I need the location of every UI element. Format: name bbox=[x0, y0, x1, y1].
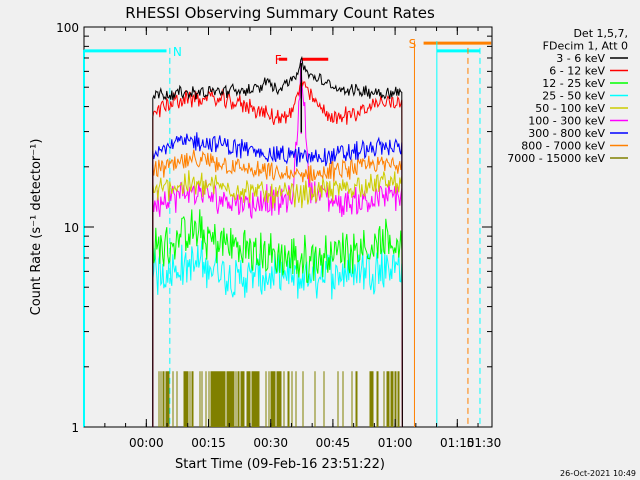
legend-label-5: 100 - 300 keV bbox=[528, 115, 605, 128]
plot-area bbox=[83, 26, 493, 428]
legend-label-6: 300 - 800 keV bbox=[528, 127, 605, 140]
interval-bars bbox=[84, 41, 492, 61]
series-line-1 bbox=[152, 79, 403, 428]
x-tick-label-4: 01:00 bbox=[378, 436, 413, 450]
legend-header-1: FDecim 1, Att 0 bbox=[543, 40, 628, 53]
series-line-5 bbox=[152, 60, 403, 428]
series-line-6 bbox=[152, 132, 403, 428]
annotation-S: S bbox=[409, 37, 417, 51]
legend-header-0: Det 1,5,7, bbox=[573, 27, 628, 40]
series-line-7 bbox=[152, 149, 403, 428]
legend-label-8: 7000 - 15000 keV bbox=[507, 152, 605, 165]
x-tick-label-1: 00:15 bbox=[191, 436, 226, 450]
x-tick-label-3: 00:45 bbox=[316, 436, 351, 450]
series-line-8 bbox=[158, 371, 400, 427]
series-group bbox=[152, 55, 403, 428]
annotation-group: N F S bbox=[173, 37, 416, 67]
legend-label-4: 50 - 100 keV bbox=[535, 102, 605, 115]
x-axis-label: Start Time (09-Feb-16 23:51:22) bbox=[175, 457, 385, 472]
legend-label-2: 12 - 25 keV bbox=[542, 77, 605, 90]
y-axis-label: Count Rate (s⁻¹ detector⁻¹) bbox=[29, 139, 44, 316]
chart-title: RHESSI Observing Summary Count Rates bbox=[125, 4, 435, 22]
x-tick-label-6: 01:30 bbox=[467, 436, 502, 450]
annotation-N: N bbox=[173, 45, 182, 59]
marker-lines bbox=[83, 41, 481, 427]
y-tick-label-1: 10 bbox=[64, 221, 79, 235]
legend-label-3: 25 - 50 keV bbox=[542, 90, 605, 103]
x-tick-label-2: 00:30 bbox=[253, 436, 288, 450]
annotation-F: F bbox=[275, 53, 282, 67]
legend-label-1: 6 - 12 keV bbox=[549, 65, 605, 78]
legend-label-0: 3 - 6 keV bbox=[556, 52, 605, 65]
x-tick-label-0: 00:00 bbox=[129, 436, 164, 450]
series-line-2 bbox=[152, 209, 403, 428]
y-tick-label-2: 100 bbox=[56, 21, 79, 35]
timestamp: 26-Oct-2021 10:49 bbox=[560, 469, 636, 478]
legend-label-7: 800 - 7000 keV bbox=[521, 140, 605, 153]
x-tick-label-5: 01:15 bbox=[440, 436, 475, 450]
y-tick-label-0: 1 bbox=[71, 421, 79, 435]
series-line-4 bbox=[152, 170, 403, 428]
series-line-0 bbox=[152, 55, 403, 428]
